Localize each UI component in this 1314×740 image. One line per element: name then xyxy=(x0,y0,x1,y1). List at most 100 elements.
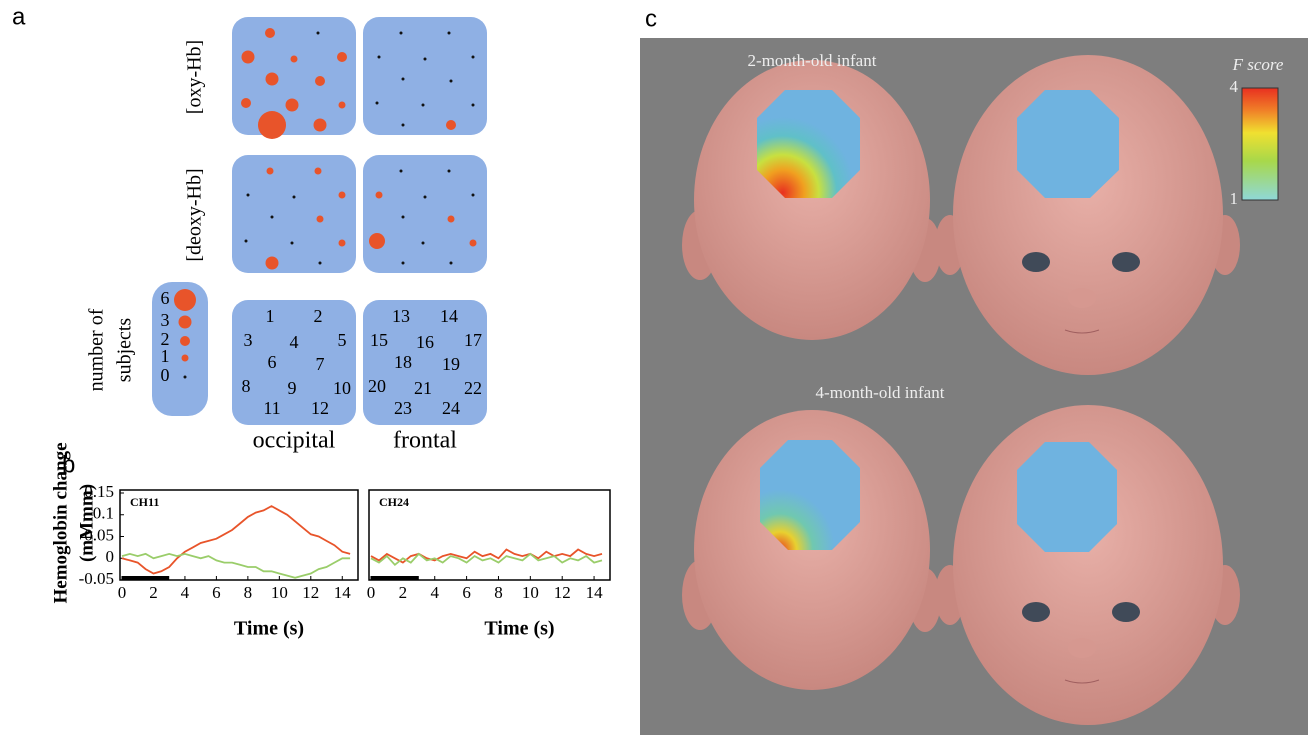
channel-dot xyxy=(293,196,296,199)
channel-number: 2 xyxy=(314,306,323,326)
channel-dot xyxy=(184,376,187,379)
bubble xyxy=(317,216,324,223)
channel-grid xyxy=(363,155,487,273)
channel-dot xyxy=(422,242,425,245)
channel-number: 11 xyxy=(263,398,280,418)
channel-dot xyxy=(400,170,403,173)
channel-number: 1 xyxy=(266,306,275,326)
channel-dot xyxy=(291,242,294,245)
bubble xyxy=(265,28,275,38)
channel-number: 22 xyxy=(464,378,482,398)
channel-number: 6 xyxy=(268,352,277,372)
panel-c: 2-month-old infant 4-month-old infant F … xyxy=(640,38,1308,735)
line-series xyxy=(122,554,350,578)
channel-dot xyxy=(402,262,405,265)
x-tick-label: 12 xyxy=(302,583,319,602)
bubble xyxy=(174,289,196,311)
panel-label: a xyxy=(12,3,26,30)
channel-grid xyxy=(363,300,487,425)
bubble xyxy=(339,240,346,247)
channel-dot xyxy=(448,170,451,173)
channel-number: 13 xyxy=(392,306,410,326)
region-label: occipital xyxy=(253,428,336,454)
x-tick-label: 2 xyxy=(149,583,158,602)
channel-dot xyxy=(448,32,451,35)
colorbar xyxy=(1242,88,1278,200)
legend-title: number of xyxy=(86,308,108,391)
channel-number: 12 xyxy=(311,398,329,418)
channel-dot xyxy=(472,56,475,59)
x-tick-label: 0 xyxy=(118,583,127,602)
x-tick-label: 8 xyxy=(494,583,503,602)
channel-number: 4 xyxy=(290,332,299,352)
group-label: 2-month-old infant xyxy=(748,51,877,70)
legend-value: 1 xyxy=(161,346,170,366)
x-axis-label: Time (s) xyxy=(234,618,304,640)
channel-grid xyxy=(232,155,356,273)
x-tick-label: 14 xyxy=(334,583,352,602)
x-tick-label: 14 xyxy=(586,583,604,602)
channel-number: 14 xyxy=(440,306,458,326)
x-tick-label: 6 xyxy=(462,583,471,602)
bubble xyxy=(376,192,383,199)
channel-dot xyxy=(424,58,427,61)
channel-number: 16 xyxy=(416,332,434,352)
x-tick-label: 12 xyxy=(554,583,571,602)
bubble xyxy=(180,336,190,346)
colorbar-tick-label: 1 xyxy=(1230,189,1239,208)
x-tick-label: 10 xyxy=(271,583,288,602)
x-tick-label: 6 xyxy=(212,583,221,602)
channel-number: 17 xyxy=(464,330,482,350)
channel-dot xyxy=(472,104,475,107)
colorbar-tick-label: 4 xyxy=(1230,77,1239,96)
channel-number: 19 xyxy=(442,354,460,374)
region-label: frontal xyxy=(393,428,457,454)
channel-number: 24 xyxy=(442,398,460,418)
bubble xyxy=(258,111,286,139)
channel-dot xyxy=(271,216,274,219)
bubble xyxy=(242,51,255,64)
legend-value: 6 xyxy=(161,288,170,308)
channel-dot xyxy=(317,32,320,35)
bubble xyxy=(179,316,192,329)
x-tick-label: 2 xyxy=(399,583,408,602)
channel-dot xyxy=(402,124,405,127)
channel-grid xyxy=(232,300,356,425)
chart-title: CH24 xyxy=(379,495,409,509)
channel-grid xyxy=(232,17,356,135)
figure: a b c 2-month-old infant 4-month-old inf… xyxy=(0,0,1314,740)
channel-number: 21 xyxy=(414,378,432,398)
x-axis-label: Time (s) xyxy=(484,618,554,640)
bubble xyxy=(339,192,346,199)
channel-number: 7 xyxy=(316,354,325,374)
channel-dot xyxy=(376,102,379,105)
channel-dot xyxy=(450,262,453,265)
colorbar-title: F score xyxy=(1232,55,1284,74)
bubble xyxy=(267,168,274,175)
bubble xyxy=(182,355,189,362)
legend-value: 0 xyxy=(161,365,170,385)
panel-label: c xyxy=(645,5,657,32)
channel-dot xyxy=(378,56,381,59)
bubble xyxy=(369,233,385,249)
x-tick-label: 8 xyxy=(244,583,253,602)
channel-number: 9 xyxy=(288,378,297,398)
channel-dot xyxy=(319,262,322,265)
channel-dot xyxy=(245,240,248,243)
bubble xyxy=(448,216,455,223)
y-axis-label: Hemoglobin change xyxy=(50,443,71,604)
x-tick-label: 4 xyxy=(430,583,439,602)
x-tick-label: 0 xyxy=(367,583,376,602)
bubble xyxy=(337,52,347,62)
channel-grid xyxy=(363,17,487,135)
bubble xyxy=(291,56,298,63)
channel-number: 3 xyxy=(244,330,253,350)
channel-number: 10 xyxy=(333,378,351,398)
bubble xyxy=(241,98,251,108)
bubble xyxy=(470,240,477,247)
y-tick-label: 0 xyxy=(106,547,115,566)
legend-title: subjects xyxy=(114,318,136,383)
channel-dot xyxy=(400,32,403,35)
row-label: [deoxy-Hb] xyxy=(184,168,206,261)
channel-number: 23 xyxy=(394,398,412,418)
